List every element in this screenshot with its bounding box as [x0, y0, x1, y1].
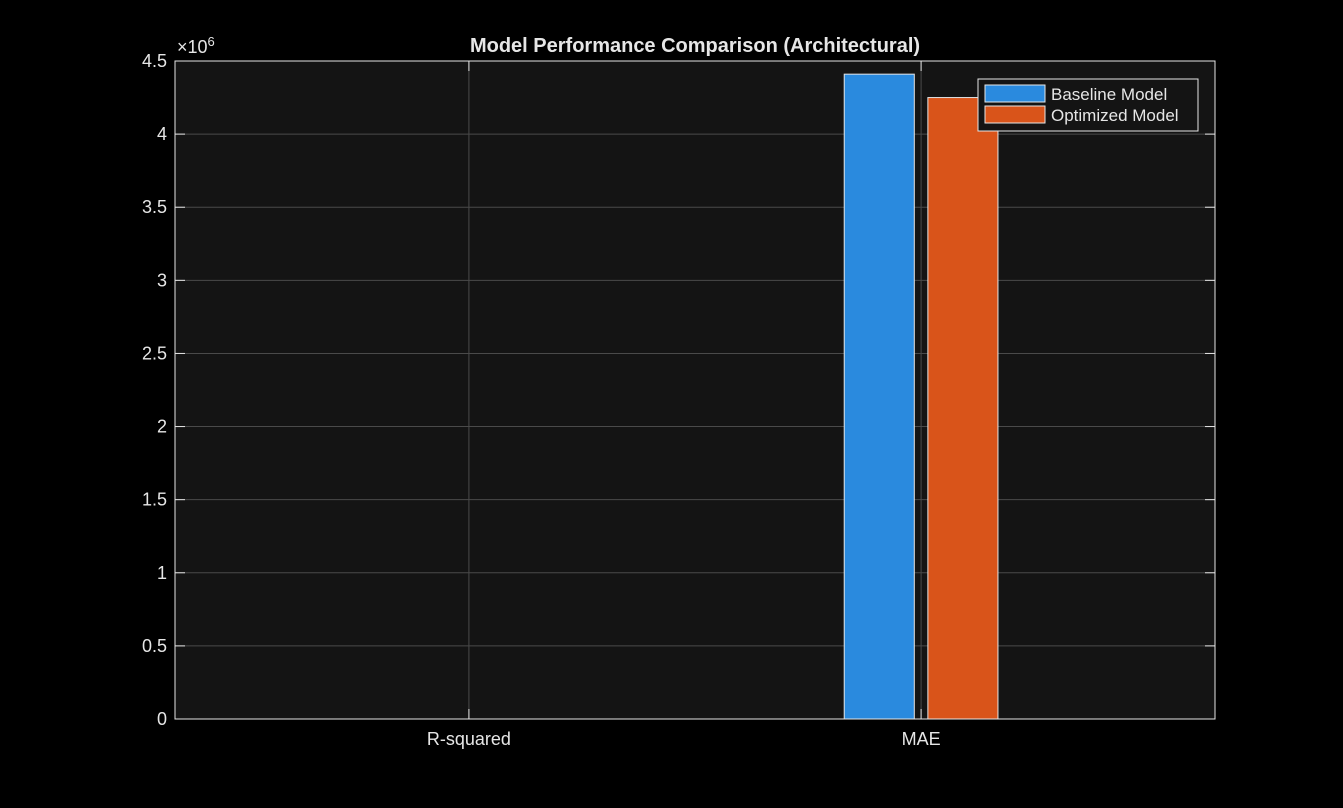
exponent-power: 6 [208, 34, 215, 49]
y-tick-label: 4.5 [142, 51, 167, 71]
y-axis-exponent: ×106 [177, 34, 215, 57]
grid-lines [175, 61, 1215, 719]
legend-swatch [984, 105, 1046, 124]
chart-title: Model Performance Comparison (Architectu… [470, 35, 920, 57]
y-tick-label: 2.5 [142, 343, 167, 363]
bar-optimized-model-mae [927, 97, 999, 720]
exponent-base: ×10 [177, 37, 208, 57]
plot-frame [174, 60, 1216, 720]
legend-swatch [984, 84, 1046, 103]
y-tick-label: 3.5 [142, 197, 167, 217]
plot-area [175, 61, 1215, 719]
legend-label: Optimized Model [1051, 106, 1179, 125]
y-tick-label: 0.5 [142, 636, 167, 656]
y-tick-label: 2 [157, 417, 167, 437]
legend-label: Baseline Model [1051, 85, 1167, 104]
y-tick-label: 0 [157, 709, 167, 729]
y-tick-label: 1 [157, 563, 167, 583]
x-tick-label: MAE [902, 729, 941, 749]
y-tick-label: 3 [157, 270, 167, 290]
y-tick-label: 1.5 [142, 490, 167, 510]
x-tick-labels: R-squared MAE [427, 729, 941, 749]
bar-baseline-model-mae [843, 73, 915, 720]
y-tick-label: 4 [157, 124, 167, 144]
y-tick-labels: 0 0.5 1 1.5 2 2.5 3 3.5 4 4.5 [142, 51, 167, 729]
legend: Baseline Model Optimized Model [977, 78, 1199, 132]
x-tick-label: R-squared [427, 729, 511, 749]
bars [391, 73, 999, 720]
